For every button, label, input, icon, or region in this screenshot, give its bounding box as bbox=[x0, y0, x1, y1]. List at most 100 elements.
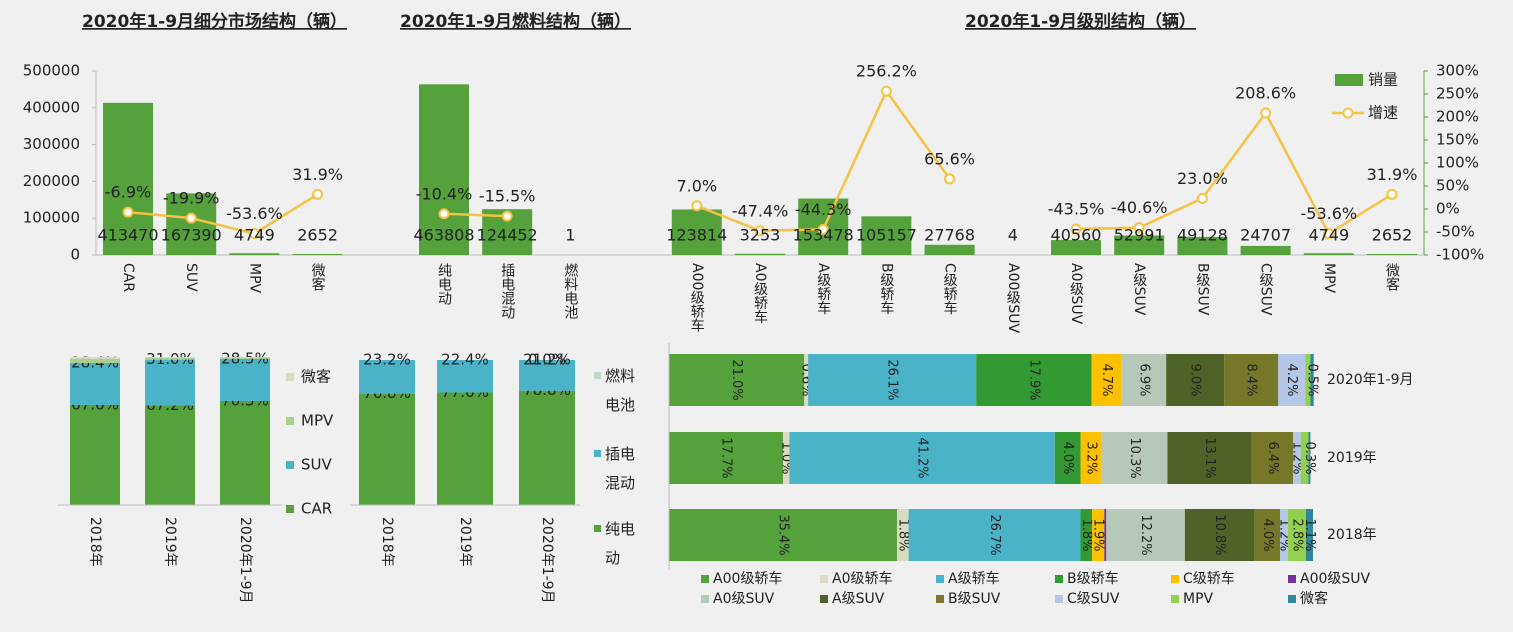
legend-label: SUV bbox=[301, 456, 333, 474]
bar-value-label: 4.0% bbox=[1260, 518, 1275, 551]
bar-value-label: 9.0% bbox=[1188, 363, 1203, 396]
y2-tick-label: 50% bbox=[1436, 177, 1469, 195]
bar-segment bbox=[782, 432, 790, 484]
bar bbox=[103, 102, 153, 255]
bar bbox=[1177, 236, 1228, 255]
bar-value-label: 1.1% bbox=[1302, 518, 1317, 551]
growth-label: 31.9% bbox=[292, 165, 343, 184]
legend-label: A0级SUV bbox=[713, 591, 775, 607]
y2-tick-label: -100% bbox=[1436, 246, 1484, 264]
legend-marker bbox=[701, 575, 709, 583]
legend-marker bbox=[286, 373, 294, 381]
x-tick-label: C级轿车 bbox=[942, 263, 958, 315]
bar-value-label: 0.5% bbox=[1305, 363, 1320, 396]
x-tick-label: A00级SUV bbox=[1005, 263, 1021, 334]
bar-value-label: 463808 bbox=[413, 226, 474, 245]
legend-label: C级轿车 bbox=[1183, 570, 1235, 587]
growth-label: -44.3% bbox=[795, 200, 852, 219]
bar-value-label: 40560 bbox=[1051, 226, 1102, 245]
growth-marker bbox=[248, 228, 260, 240]
bar-value-label: 2.8% bbox=[1289, 518, 1304, 551]
bar bbox=[1367, 254, 1417, 255]
legend-marker bbox=[594, 450, 601, 457]
legend-label: 微客 bbox=[301, 368, 331, 386]
legend-label: MPV bbox=[301, 412, 334, 430]
legend-marker bbox=[1288, 595, 1296, 603]
bar-value-label: 21.0% bbox=[729, 359, 744, 400]
legend-marker bbox=[1055, 595, 1063, 603]
bar-value-label: 49128 bbox=[1177, 226, 1228, 245]
bar-value-label: 105157 bbox=[856, 226, 917, 245]
bar-segment bbox=[1184, 509, 1255, 561]
bar-value-label: 10.8% bbox=[1212, 514, 1227, 555]
bar-segment bbox=[669, 432, 783, 484]
bar-value-label: 22.4% bbox=[441, 351, 489, 369]
bar-value-label: 8.4% bbox=[1244, 363, 1259, 396]
legend-marker bbox=[1171, 595, 1179, 603]
growth-marker bbox=[501, 210, 513, 222]
bar-value-label: 153478 bbox=[793, 226, 854, 245]
bar-value-label: 4 bbox=[1008, 226, 1018, 245]
bar-segment bbox=[1224, 354, 1279, 406]
bar-value-label: 41.2% bbox=[915, 437, 930, 478]
bar-segment bbox=[145, 357, 195, 358]
x-tick-label: MPV bbox=[1321, 263, 1337, 294]
bar-segment bbox=[70, 404, 120, 505]
legend-marker bbox=[820, 595, 828, 603]
x-tick-label: 2019年 bbox=[457, 517, 473, 567]
bar-value-label: 2652 bbox=[297, 226, 338, 245]
growth-marker bbox=[754, 225, 766, 237]
growth-marker bbox=[438, 208, 450, 220]
bar-segment bbox=[908, 509, 1081, 561]
growth-label: -19.9% bbox=[163, 189, 220, 208]
bar-segment bbox=[1092, 509, 1105, 561]
y-tick-label: 100000 bbox=[23, 209, 80, 227]
bar-value-label: 6.9% bbox=[1136, 363, 1151, 396]
bar-segment bbox=[519, 390, 575, 505]
x-tick-label: 2020年1-9月 bbox=[237, 517, 253, 604]
growth-label: -43.5% bbox=[1048, 200, 1105, 219]
legend-label: MPV bbox=[1183, 591, 1214, 607]
x-tick-label: B级SUV bbox=[1194, 263, 1210, 316]
legend-marker bbox=[701, 595, 709, 603]
bar-segment bbox=[519, 360, 575, 391]
bar bbox=[1240, 245, 1291, 255]
bar-segment bbox=[1104, 509, 1107, 561]
bar bbox=[166, 193, 217, 255]
bar-segment bbox=[220, 357, 270, 358]
legend-marker bbox=[936, 595, 944, 603]
x-tick-label: B级轿车 bbox=[878, 263, 894, 315]
bar-value-label: 6.4% bbox=[1265, 441, 1280, 474]
growth-marker bbox=[1260, 107, 1272, 119]
bar-segment bbox=[1254, 509, 1281, 561]
bar-segment bbox=[437, 360, 493, 393]
legend-label: A00级轿车 bbox=[713, 570, 782, 587]
x-tick-label: A级轿车 bbox=[815, 263, 831, 315]
growth-label: -6.9% bbox=[105, 183, 151, 202]
bar-value-label: 1.8% bbox=[895, 518, 910, 551]
x-tick-label: 插电混动 bbox=[499, 263, 515, 320]
bar bbox=[861, 216, 912, 255]
y2-tick-label: -50% bbox=[1436, 223, 1475, 241]
legend-label: A00级SUV bbox=[1300, 571, 1371, 587]
x-tick-label: 2018年 bbox=[87, 517, 103, 567]
bar-segment bbox=[70, 362, 120, 405]
growth-label: 256.2% bbox=[856, 62, 917, 81]
legend-label: 销量 bbox=[1368, 71, 1398, 89]
legend-label: C级SUV bbox=[1067, 591, 1120, 607]
growth-marker bbox=[1070, 223, 1082, 235]
bar-segment bbox=[789, 432, 1055, 484]
bar-value-label: 23.2% bbox=[363, 351, 411, 369]
y-tick-label: 2018年 bbox=[1327, 527, 1377, 543]
x-tick-label: 2018年 bbox=[379, 517, 395, 567]
x-tick-label: A级SUV bbox=[1131, 263, 1147, 316]
growth-label: -40.6% bbox=[1111, 198, 1168, 217]
growth-label: 23.0% bbox=[1177, 169, 1228, 188]
x-tick-label: A0级SUV bbox=[1068, 263, 1084, 325]
bar-segment bbox=[1251, 432, 1294, 484]
legend-marker bbox=[1335, 74, 1363, 86]
bar-value-label: 17.9% bbox=[1026, 359, 1041, 400]
bar-value-label: 24707 bbox=[1240, 226, 1291, 245]
chart-title: 2020年1-9月级别结构（辆） bbox=[965, 11, 1196, 32]
